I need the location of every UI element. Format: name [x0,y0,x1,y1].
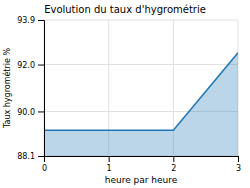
tick-label: 92.0 [17,61,35,70]
tick-mark [38,111,44,112]
tick-label: 90.0 [17,108,35,117]
tick-label: 93.9 [17,16,35,25]
title: Evolution du taux d'hygrométrie [44,4,206,15]
tick: 93.9 [17,16,44,25]
axis-line [38,21,45,157]
tick-mark [173,156,174,162]
x-axis-title: heure par heure [105,175,178,185]
tick-mark [238,156,239,162]
tick-label: 3 [236,164,241,173]
y-axis: 88.1 90.0 92.0 93.9 [17,16,44,161]
chart: 0 1 2 3 88.1 90.0 92.0 93.9 Evolution du taux d'… [0,0,250,188]
y-axis-title: Taux hygrométrie % [2,48,12,130]
plot: 0 1 2 3 88.1 90.0 92.0 93.9 [17,16,241,173]
tick: 0 [42,156,47,173]
tick: 3 [236,156,241,173]
grid-line [44,20,238,21]
area [44,53,238,156]
tick: 1 [107,156,112,173]
tick-mark [38,20,44,21]
grid [44,20,238,156]
tick: 2 [171,156,176,173]
tick: 92.0 [17,61,44,70]
x-axis: 0 1 2 3 [42,156,241,173]
tick-label: 1 [107,164,112,173]
tick: 90.0 [17,108,44,117]
tick-mark [109,156,110,162]
line [44,53,238,130]
tick-label: 88.1 [17,152,35,161]
axis-line [45,157,239,163]
tick-mark [38,65,44,66]
grid-line [44,64,238,65]
tick-label: 2 [171,164,176,173]
tick: 88.1 [17,152,44,161]
tick-label: 0 [42,164,47,173]
marks [44,53,238,156]
tick-mark [38,156,44,157]
